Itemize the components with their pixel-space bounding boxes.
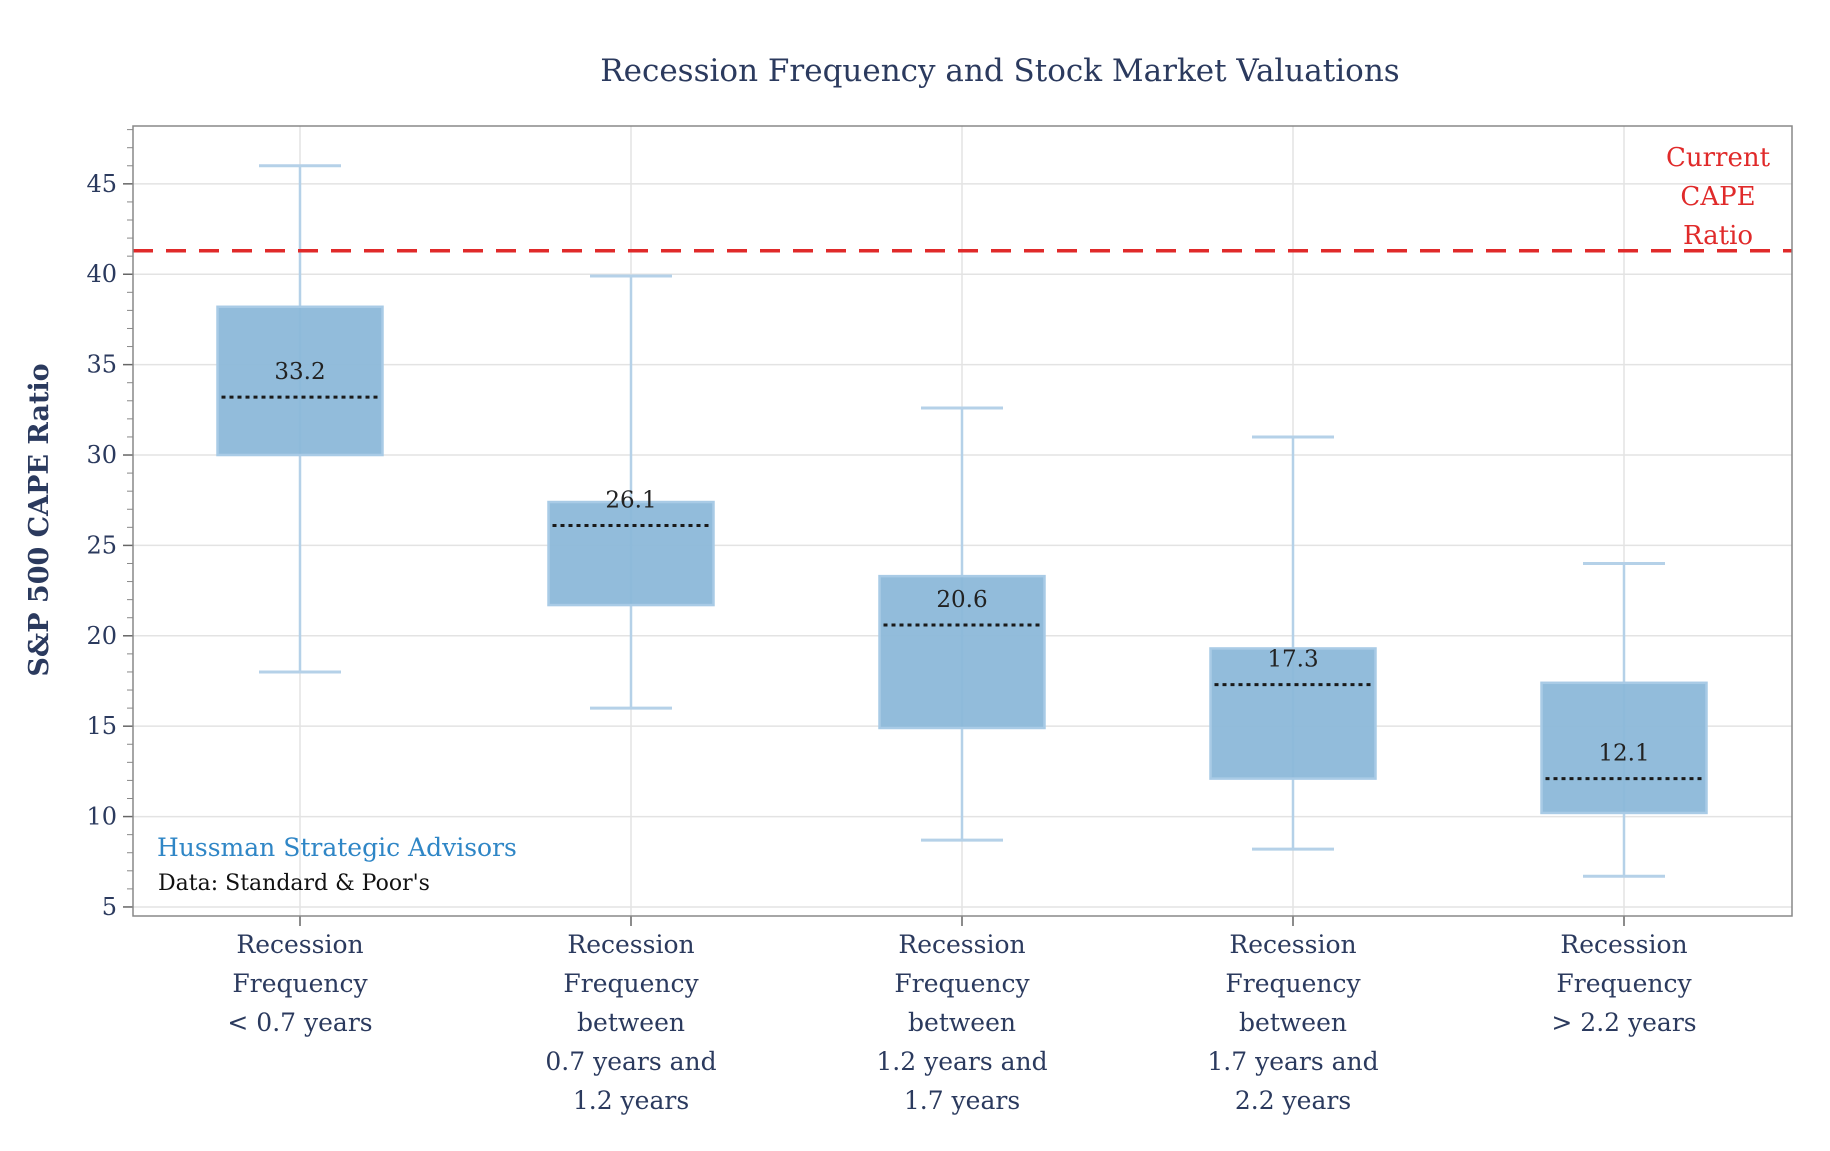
y-tick-label: 35 [86, 351, 117, 379]
x-tick-label-line: between [577, 1008, 685, 1037]
y-tick-label: 45 [86, 170, 117, 198]
x-tick-label-line: 1.7 years and [1207, 1047, 1378, 1076]
x-tick-label: Recession Frequency < 0.7 years [227, 930, 372, 1037]
x-tick-label-line: Frequency [894, 969, 1030, 998]
x-tick-label-line: 1.2 years and [876, 1047, 1047, 1076]
box-1: 33.2 [216, 164, 384, 674]
x-tick-label-line: Recession [1560, 930, 1687, 959]
brand-annotation: Hussman Strategic Advisors [157, 833, 517, 862]
current-cape-reference: Current CAPE Ratio [133, 143, 1792, 253]
current-cape-label: CAPE [1680, 182, 1755, 212]
x-tick-label-line: between [1239, 1008, 1347, 1037]
box-2: 26.1 [547, 274, 715, 710]
x-tick-label-line: between [908, 1008, 1016, 1037]
x-tick-label-line: Frequency [1225, 969, 1361, 998]
current-cape-label: Current [1666, 143, 1771, 173]
x-tick-label-line: Frequency [1556, 969, 1692, 998]
x-tick-label: Recession Frequency between 0.7 years and 1.… [545, 930, 716, 1115]
y-tick-label: 20 [86, 622, 117, 650]
chart-title: Recession Frequency and Stock Market Val… [600, 53, 1399, 89]
x-tick-label-line: Recession [898, 930, 1025, 959]
x-tick-label-line: > 2.2 years [1551, 1008, 1696, 1037]
median-label: 17.3 [1267, 647, 1318, 673]
x-tick-label-line: Frequency [563, 969, 699, 998]
y-tick-label: 5 [102, 893, 117, 921]
x-tick-label-line: 1.2 years [573, 1086, 689, 1115]
box-body [1209, 647, 1377, 780]
y-tick-label: 40 [86, 260, 117, 288]
x-tick-label-line: 0.7 years and [545, 1047, 716, 1076]
median-label: 26.1 [605, 488, 656, 514]
box-body [1540, 681, 1708, 815]
y-tick-label: 15 [86, 712, 117, 740]
x-tick-label-line: Frequency [232, 969, 368, 998]
x-tick-label-line: < 0.7 years [227, 1008, 372, 1037]
x-tick-label-line: Recession [1229, 930, 1356, 959]
y-axis-label: S&P 500 CAPE Ratio [24, 363, 55, 676]
x-tick-label: Recession Frequency between 1.2 years and 1.… [876, 930, 1047, 1115]
source-annotation: Data: Standard & Poor's [158, 871, 430, 896]
x-tick-label-line: Recession [567, 930, 694, 959]
box-body [216, 305, 384, 457]
box-body [878, 574, 1046, 730]
median-label: 12.1 [1598, 741, 1649, 767]
box-5: 12.1 [1540, 561, 1708, 878]
y-tick-label: 25 [86, 531, 117, 559]
x-tick-label: Recession Frequency > 2.2 years [1551, 930, 1696, 1037]
median-label: 20.6 [936, 587, 987, 613]
plot-frame [132, 125, 1793, 917]
box-4: 17.3 [1209, 435, 1377, 851]
x-tick-label-line: 1.7 years [904, 1086, 1020, 1115]
x-axis: Recession Frequency < 0.7 years Recession Fr… [227, 916, 1697, 1115]
x-tick-label: Recession Frequency between 1.7 years and 2.… [1207, 930, 1378, 1115]
current-cape-label: Ratio [1683, 221, 1753, 251]
box-3: 20.6 [878, 406, 1046, 842]
y-tick-label: 30 [86, 441, 117, 469]
x-tick-label-line: 2.2 years [1235, 1086, 1351, 1115]
y-tick-label: 10 [86, 803, 117, 831]
boxes: 33.2 26.1 20.6 17.3 12.1 [216, 164, 1708, 878]
x-tick-label-line: Recession [236, 930, 363, 959]
box-body [547, 500, 715, 607]
median-label: 33.2 [274, 359, 325, 385]
y-axis: 5 10 15 20 25 30 35 40 45 [86, 129, 133, 921]
